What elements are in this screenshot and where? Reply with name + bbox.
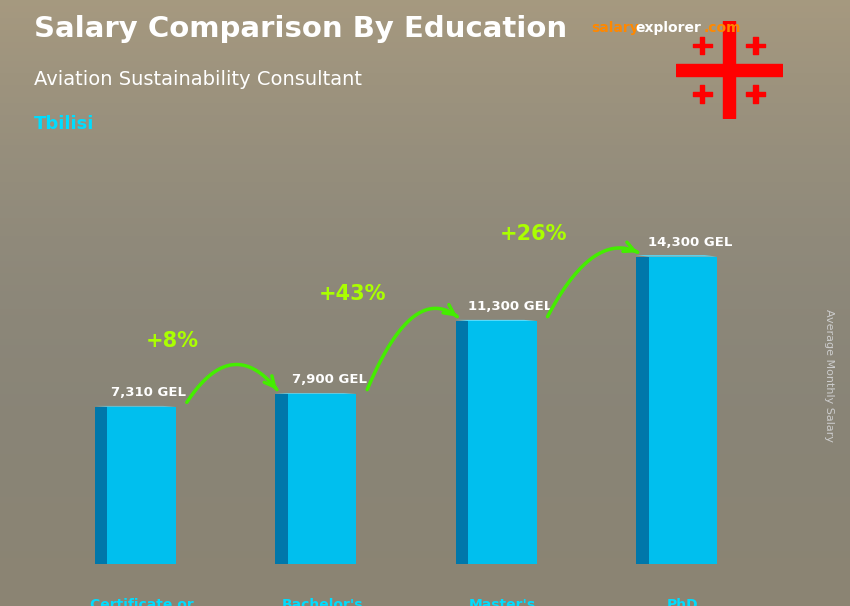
Text: +26%: +26% — [499, 224, 567, 244]
Text: Master's
Degree: Master's Degree — [469, 598, 536, 606]
Text: 7,310 GEL: 7,310 GEL — [111, 386, 186, 399]
Text: .com: .com — [704, 21, 741, 35]
Polygon shape — [275, 393, 356, 394]
Polygon shape — [456, 320, 536, 321]
Polygon shape — [456, 321, 468, 564]
Text: Bachelor's
Degree: Bachelor's Degree — [281, 598, 363, 606]
Polygon shape — [95, 406, 176, 407]
Polygon shape — [288, 394, 356, 564]
Text: 11,300 GEL: 11,300 GEL — [468, 301, 552, 313]
Text: Tbilisi: Tbilisi — [34, 115, 94, 133]
Polygon shape — [468, 321, 536, 564]
Text: PhD: PhD — [667, 598, 699, 606]
Text: 7,900 GEL: 7,900 GEL — [292, 373, 367, 387]
Text: 14,300 GEL: 14,300 GEL — [648, 236, 732, 249]
Text: Salary Comparison By Education: Salary Comparison By Education — [34, 15, 567, 43]
Polygon shape — [275, 394, 288, 564]
Polygon shape — [636, 256, 649, 564]
Polygon shape — [636, 255, 717, 256]
Polygon shape — [95, 407, 107, 564]
Polygon shape — [649, 256, 717, 564]
Text: +8%: +8% — [146, 331, 199, 351]
Polygon shape — [107, 407, 176, 564]
Text: Aviation Sustainability Consultant: Aviation Sustainability Consultant — [34, 70, 362, 88]
Text: salary: salary — [591, 21, 638, 35]
Text: +43%: +43% — [319, 284, 387, 304]
Text: Average Monthly Salary: Average Monthly Salary — [824, 309, 834, 442]
Text: explorer: explorer — [636, 21, 701, 35]
Text: Certificate or
Diploma: Certificate or Diploma — [90, 598, 194, 606]
